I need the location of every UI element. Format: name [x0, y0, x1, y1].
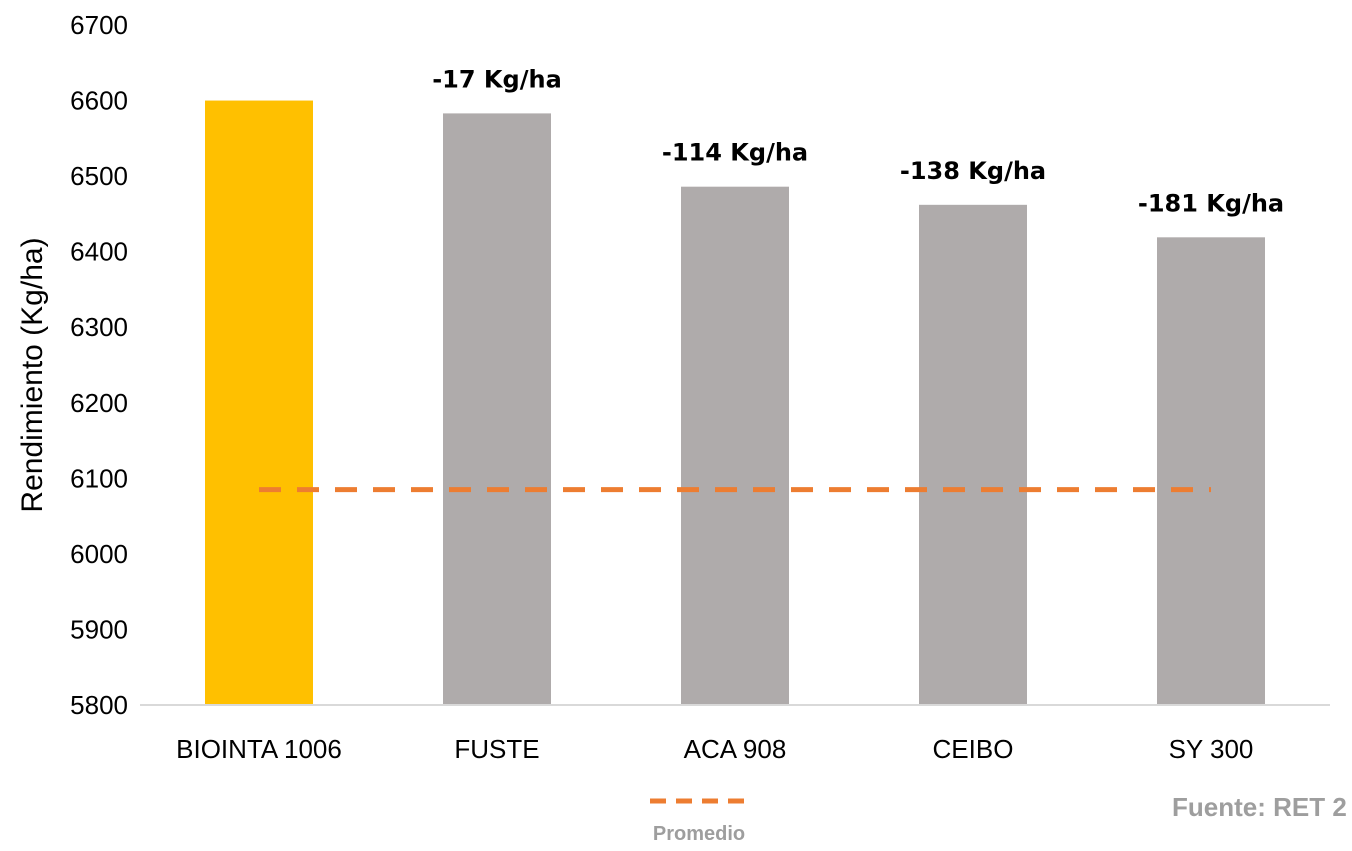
x-category-label: BIOINTA 1006 — [176, 734, 342, 764]
bar-sy-300 — [1157, 237, 1265, 706]
data-label: -181 Kg/ha — [1138, 189, 1284, 217]
bar-ceibo — [919, 204, 1027, 706]
y-tick-label: 6300 — [70, 312, 128, 342]
y-tick-label: 6500 — [70, 161, 128, 191]
x-category-label: SY 300 — [1169, 734, 1254, 764]
data-label: -17 Kg/ha — [432, 65, 562, 93]
x-axis-category-labels: BIOINTA 1006 FUSTE ACA 908 CEIBO SY 300 — [176, 734, 1253, 764]
y-axis-title: Rendimiento (Kg/ha) — [16, 237, 49, 512]
legend-label-promedio: Promedio — [653, 823, 745, 845]
y-tick-label: 6400 — [70, 237, 128, 267]
x-category-label: FUSTE — [454, 734, 539, 764]
y-tick-label: 6200 — [70, 388, 128, 418]
y-tick-label: 6600 — [70, 86, 128, 116]
y-axis-ticks: 5800 5900 6000 6100 6200 6300 6400 6500 6600 6700 — [70, 10, 128, 720]
y-tick-label: 5800 — [70, 690, 128, 720]
y-tick-label: 5900 — [70, 614, 128, 644]
y-tick-label: 6100 — [70, 463, 128, 493]
data-label: -114 Kg/ha — [662, 139, 808, 167]
y-tick-label: 6000 — [70, 539, 128, 569]
data-labels: -17 Kg/ha -114 Kg/ha -138 Kg/ha -181 Kg/ha — [432, 65, 1284, 217]
bars — [205, 100, 1265, 706]
source-note: Fuente: RET 2 — [1172, 792, 1347, 822]
data-label: -138 Kg/ha — [900, 157, 1046, 185]
legend: Promedio — [650, 798, 748, 845]
x-category-label: ACA 908 — [684, 734, 787, 764]
bar-fuste — [443, 113, 551, 705]
x-category-label: CEIBO — [933, 734, 1014, 764]
bar-aca-908 — [681, 186, 789, 705]
y-tick-label: 6700 — [70, 10, 128, 40]
bar-biointa-1006 — [205, 100, 313, 706]
